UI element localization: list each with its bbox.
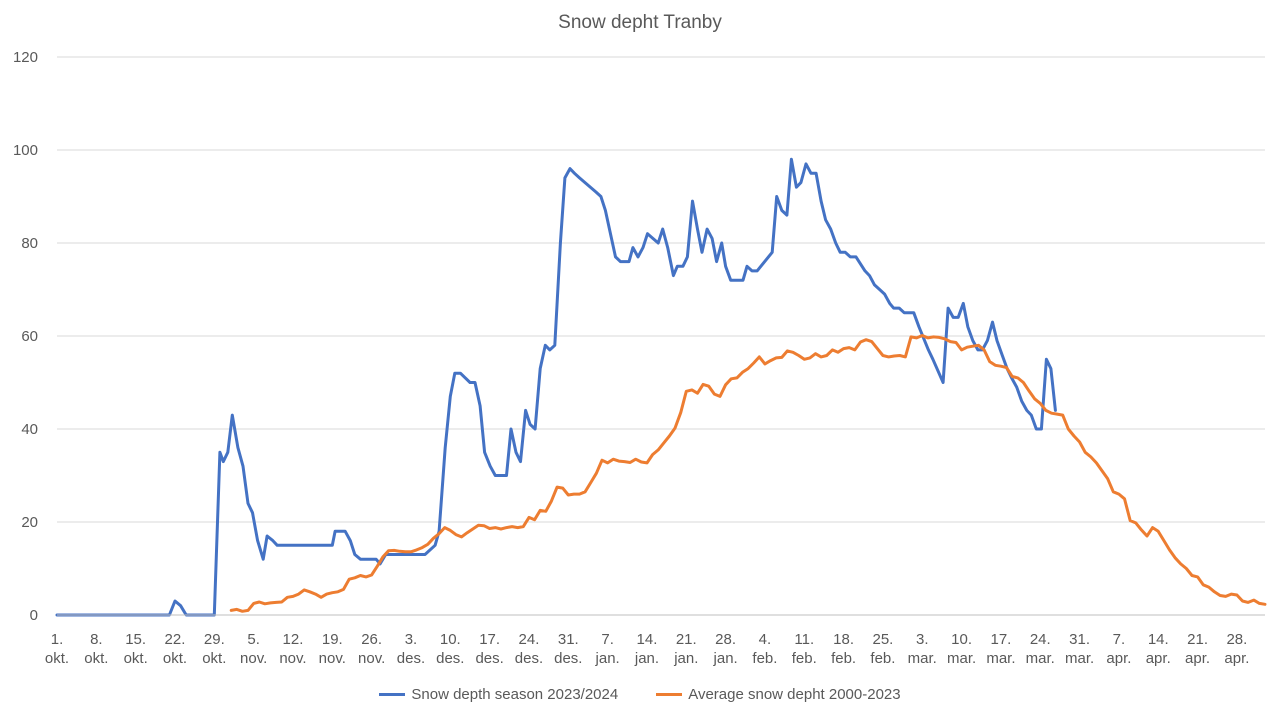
y-tick-label: 0 — [30, 607, 38, 624]
x-tick-label: 10. des. — [436, 631, 464, 667]
chart-title: Snow depht Tranby — [558, 12, 722, 33]
y-tick-label: 40 — [21, 421, 38, 438]
x-tick-label: 15. okt. — [124, 631, 148, 667]
x-tick-label: 11. feb. — [792, 631, 817, 667]
legend-label-season: Snow depth season 2023/2024 — [411, 686, 619, 703]
x-tick-label: 3. des. — [397, 631, 425, 667]
y-tick-label: 100 — [13, 142, 38, 159]
x-tick-label: 22. okt. — [163, 631, 187, 667]
x-tick-label: 14. apr. — [1146, 631, 1171, 667]
y-tick-label: 20 — [21, 514, 38, 531]
legend-label-average: Average snow depht 2000-2023 — [688, 686, 901, 703]
x-tick-label: 4. feb. — [752, 631, 777, 667]
x-tick-label: 7. apr. — [1106, 631, 1131, 667]
x-tick-label: 26. nov. — [358, 631, 385, 667]
series-line-1 — [229, 334, 1267, 613]
chart-legend: Snow depth season 2023/2024 Average snow… — [0, 686, 1280, 703]
x-tick-label: 8. okt. — [84, 631, 108, 667]
x-tick-label: 25. feb. — [870, 631, 895, 667]
x-tick-label: 21. apr. — [1185, 631, 1210, 667]
x-tick-label: 17. mar. — [986, 631, 1015, 667]
x-tick-label: 31. mar. — [1065, 631, 1094, 667]
x-tick-label: 29. okt. — [202, 631, 226, 667]
legend-swatch-average — [656, 693, 683, 696]
x-tick-label: 3. mar. — [908, 631, 937, 667]
legend-item-average: Average snow depht 2000-2023 — [656, 686, 901, 703]
x-tick-label: 5. nov. — [240, 631, 267, 667]
x-tick-label: 28. apr. — [1224, 631, 1249, 667]
x-tick-label: 19. nov. — [319, 631, 346, 667]
y-tick-label: 60 — [21, 328, 38, 345]
x-tick-label: 24. des. — [515, 631, 543, 667]
x-tick-label: 18. feb. — [831, 631, 856, 667]
x-tick-label: 12. nov. — [279, 631, 306, 667]
x-tick-label: 7. jan. — [595, 631, 620, 667]
x-tick-label: 24. mar. — [1026, 631, 1055, 667]
y-tick-label: 120 — [13, 49, 38, 66]
x-tick-label: 14. jan. — [634, 631, 659, 667]
x-tick-label: 21. jan. — [673, 631, 698, 667]
legend-swatch-season — [379, 693, 406, 696]
x-tick-label: 17. des. — [475, 631, 503, 667]
x-tick-label: 31. des. — [554, 631, 582, 667]
legend-item-season: Snow depth season 2023/2024 — [379, 686, 618, 703]
x-tick-label: 10. mar. — [947, 631, 976, 667]
x-tick-label: 1. okt. — [45, 631, 69, 667]
series-line-0 — [55, 157, 1057, 617]
x-tick-label: 28. jan. — [713, 631, 738, 667]
y-tick-label: 80 — [21, 235, 38, 252]
